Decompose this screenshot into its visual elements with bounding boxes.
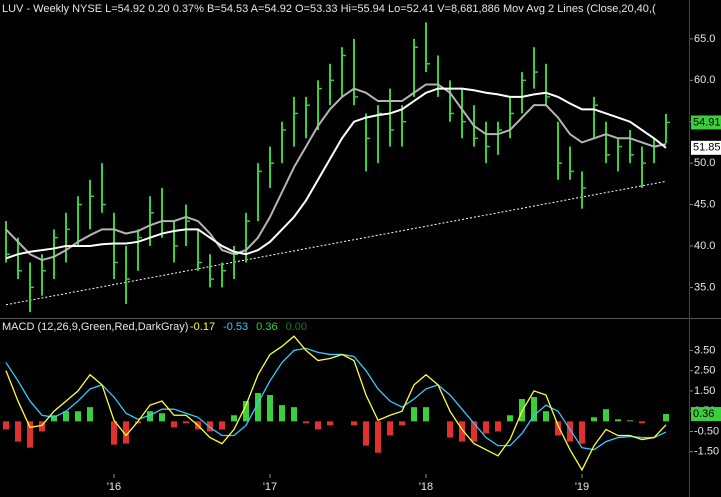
histogram-bar [15, 421, 21, 442]
histogram-bar [315, 421, 321, 430]
y-tick-label: 40.0 [694, 240, 715, 252]
histogram-bar [231, 415, 237, 422]
histogram-bar [615, 419, 621, 422]
histogram-bar [591, 417, 597, 422]
macd-readout: 0.36 [256, 321, 277, 333]
histogram-bar [603, 409, 609, 422]
last-value-label: 51.85 [693, 142, 721, 154]
histogram-bar [531, 397, 537, 422]
histogram-bar [243, 401, 249, 422]
histogram-bar [135, 421, 141, 424]
y-tick-label: 3.50 [694, 344, 715, 356]
moving-average [5, 87, 667, 260]
histogram-bar [639, 421, 645, 424]
histogram-bar [183, 421, 189, 424]
histogram-bar [579, 421, 585, 444]
y-tick-label: 60.0 [694, 74, 715, 86]
histogram-bar [423, 407, 429, 422]
histogram-bar [627, 420, 633, 422]
price-title: LUV - Weekly NYSE L=54.92 0.20 0.37% B=5… [2, 3, 656, 15]
macd-last-label: 0.36 [693, 408, 714, 420]
histogram-bar [303, 421, 309, 424]
macd-readout: -0.17 [190, 321, 215, 333]
moving-average [5, 83, 667, 262]
last-value-label-box [691, 140, 721, 155]
y-tick-label: 65.0 [694, 33, 715, 45]
histogram-bar [207, 421, 213, 432]
histogram-bar [351, 421, 357, 426]
histogram-bar [543, 411, 549, 422]
histogram-bar [567, 421, 573, 442]
histogram-bar [27, 421, 33, 448]
x-tick-label: '16 [107, 481, 121, 493]
y-tick-label: 2.50 [694, 365, 715, 377]
y-tick-label: 45.0 [694, 198, 715, 210]
y-tick-label: -0.50 [694, 425, 719, 437]
histogram-bar [363, 421, 369, 446]
last-value-label-box [691, 115, 721, 130]
histogram-bar [375, 421, 381, 453]
histogram-bar [111, 421, 117, 445]
last-value-label: 54.91 [693, 116, 721, 128]
histogram-bar [3, 421, 9, 430]
histogram-bar [291, 407, 297, 422]
histogram-bar [255, 392, 261, 422]
histogram-bar [63, 411, 69, 422]
macd-readout: -0.53 [223, 321, 248, 333]
macd-last-label-box [691, 407, 721, 422]
histogram-bar [663, 414, 669, 422]
histogram-bar [75, 411, 81, 422]
histogram-bar [411, 407, 417, 422]
histogram-bar [267, 394, 273, 422]
trendline [5, 180, 667, 306]
histogram-bar [483, 421, 489, 434]
histogram-bar [123, 421, 129, 444]
y-tick-label: -1.50 [694, 446, 719, 458]
y-tick-label: 50.0 [694, 157, 715, 169]
histogram-bar [219, 421, 225, 430]
x-tick-label: '18 [419, 481, 433, 493]
histogram-bar [171, 421, 177, 428]
histogram-bar [555, 421, 561, 436]
y-tick-label: 35.0 [694, 281, 715, 293]
histogram-bar [495, 421, 501, 432]
x-tick-label: '17 [263, 481, 277, 493]
histogram-bar [51, 415, 57, 422]
histogram-bar [327, 421, 333, 426]
histogram-bar [279, 405, 285, 422]
histogram-bar [447, 421, 453, 438]
macd-title: MACD (12,26,9,Green,Red,DarkGray) [2, 321, 188, 333]
x-tick-label: '19 [575, 481, 589, 493]
histogram-bar [159, 413, 165, 422]
histogram-bar [471, 421, 477, 442]
macd-line [5, 335, 667, 472]
histogram-bar [399, 421, 405, 426]
histogram-bar [39, 421, 45, 432]
histogram-bar [387, 421, 393, 436]
histogram-bar [87, 407, 93, 422]
y-tick-label: 1.50 [694, 385, 715, 397]
histogram-bar [507, 415, 513, 422]
histogram-bar [459, 421, 465, 442]
macd-readout: 0.00 [286, 321, 307, 333]
histogram-bar [147, 411, 153, 422]
signal-line [5, 347, 667, 451]
